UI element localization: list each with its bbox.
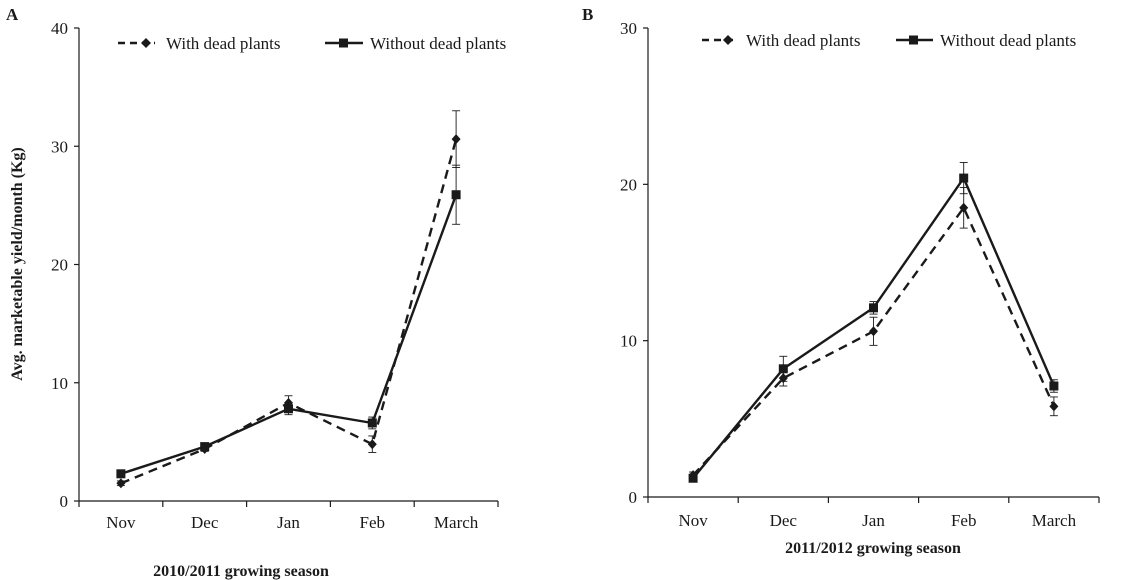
data-point-diamond [1049,401,1059,412]
legend-square-marker [339,38,348,48]
data-point-square [688,473,698,483]
y-tick-label: 40 [51,19,68,38]
series-with-dead [116,110,461,489]
legend-without-dead-label: Without dead plants [370,34,506,53]
x-tick-label: Nov [678,511,708,530]
x-tick-label: Jan [277,513,300,532]
y-tick-label: 0 [629,488,638,507]
data-point-diamond [451,134,461,145]
panel-b-series [688,161,1059,483]
panel-a-chart: A With dead plants Without dead plants 0… [6,5,506,580]
x-tick-label: Jan [862,511,885,530]
panel-a-series [116,110,461,489]
data-point-diamond [116,478,126,489]
data-point-square [869,303,878,313]
legend-diamond-marker [723,35,733,45]
panel-a-y-axis-title: Avg. marketable yield/month (Kg) [9,147,26,380]
y-tick-label: 20 [620,175,637,194]
x-tick-label: Feb [951,511,977,530]
legend-with-dead-label: With dead plants [166,34,281,53]
data-point-square [959,173,969,183]
y-tick-label: 10 [51,374,68,393]
x-tick-label: Dec [191,513,219,532]
panel-a-x-axis-title: 2010/2011 growing season [153,563,329,580]
series-with-dead [688,187,1059,481]
x-tick-label: Dec [770,511,798,530]
panel-a-letter: A [6,5,19,24]
y-tick-label: 30 [51,137,68,156]
panel-b-axes: 0 10 20 30 Nov Dec Jan Feb March [620,19,1100,530]
panel-b-legend: With dead plants Without dead plants [702,31,1076,50]
panel-b-x-axis-title: 2011/2012 growing season [785,540,961,557]
panel-a-axes: 0 10 20 30 40 Nov Dec Jan Feb March [51,19,499,532]
x-tick-label: March [434,513,479,532]
legend-square-marker [909,35,918,45]
data-point-square [1049,381,1059,391]
panel-b-letter: B [582,5,593,24]
legend-diamond-marker [141,38,151,48]
y-tick-label: 20 [51,256,68,275]
data-point-square [284,404,293,414]
panel-a-legend: With dead plants Without dead plants [118,34,506,53]
data-point-diamond [367,439,377,450]
data-point-square [367,418,377,428]
data-point-diamond [959,202,969,213]
legend-without-dead-label: Without dead plants [940,31,1076,50]
data-point-diamond [869,326,878,337]
series-without-dead [688,161,1059,483]
y-tick-label: 30 [620,19,637,38]
series-without-dead [116,164,461,479]
x-tick-label: March [1032,511,1077,530]
x-tick-label: Feb [360,513,386,532]
data-point-square [778,364,788,374]
data-point-square [116,469,126,479]
series-line-with-dead [120,138,458,485]
data-point-square [451,190,461,200]
x-tick-label: Nov [106,513,136,532]
legend-with-dead-label: With dead plants [746,31,861,50]
panel-b-chart: B With dead plants Without dead plants 0… [582,5,1100,557]
y-tick-label: 10 [620,332,637,351]
y-tick-label: 0 [60,492,69,511]
series-line-without-dead [120,194,458,475]
data-point-square [200,442,210,452]
